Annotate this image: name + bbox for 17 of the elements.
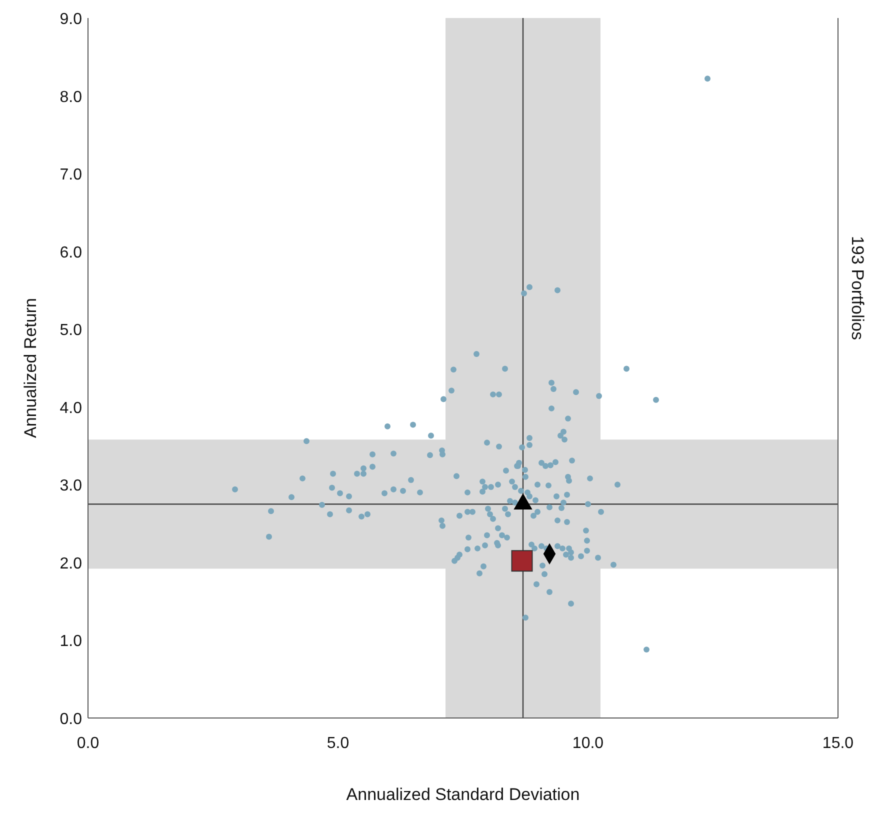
x-tick-label: 5.0 [326, 735, 350, 752]
y-tick-label: 1.0 [60, 633, 82, 650]
y-tick-label: 6.0 [60, 244, 82, 262]
y-tick-label: 4.0 [60, 400, 82, 417]
y-tick-label: 5.0 [60, 322, 82, 340]
x-tick-label: 10.0 [572, 735, 604, 752]
y-tick-label: 3.0 [60, 478, 82, 495]
y-tick-label: 0.0 [60, 711, 82, 728]
y-tick-label: 7.0 [60, 166, 82, 184]
x-tick-label: 0.0 [76, 735, 100, 752]
y-axis-title: Annualized Return [21, 298, 40, 438]
y-tick-label: 9.0 [60, 11, 82, 28]
y-tick-label: 8.0 [60, 88, 82, 106]
x-tick-label: 15.0 [822, 735, 854, 752]
x-axis-title: Annualized Standard Deviation [346, 785, 580, 804]
y2-axis-title: 193 Portfolios [848, 236, 867, 340]
y-tick-label: 2.0 [60, 555, 82, 572]
